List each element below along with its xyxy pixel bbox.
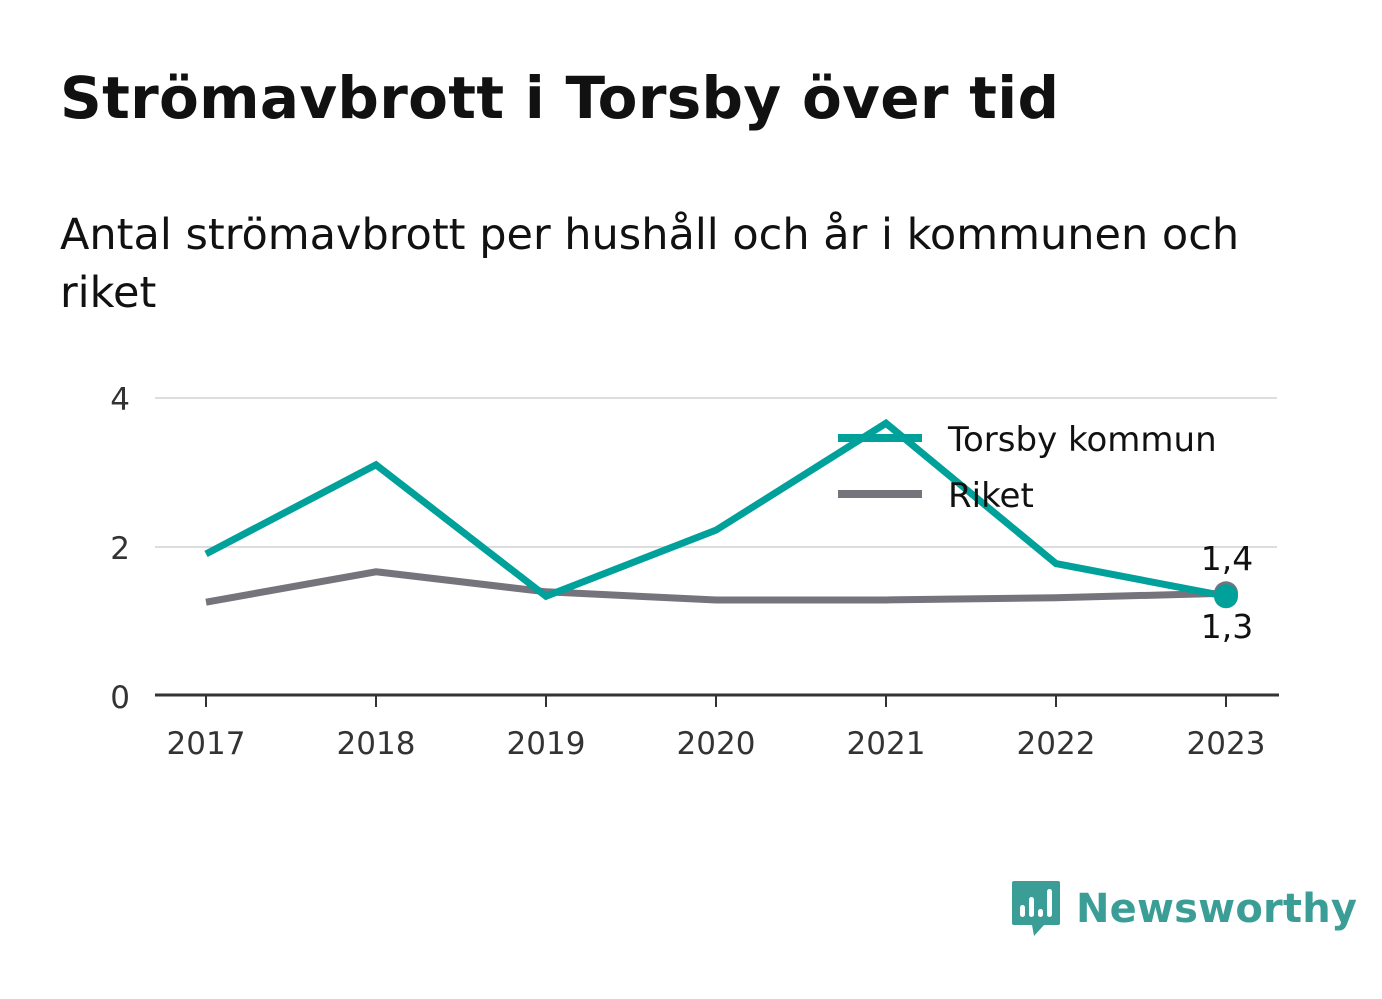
series-layer	[204, 418, 1227, 606]
series-line-riket	[205, 568, 1227, 606]
x-tick-label: 2022	[1017, 726, 1096, 762]
y-tick-label: 4	[110, 382, 130, 418]
legend: Torsby kommun Riket	[838, 420, 1217, 516]
y-tick-label: 0	[110, 680, 130, 716]
x-tick-label: 2019	[507, 726, 586, 762]
series-line-torsby-kommun	[204, 418, 1227, 601]
chart-title: Strömavbrott i Torsby över tid	[60, 64, 1060, 132]
chart-subtitle: Antal strömavbrott per hushåll och år i …	[60, 210, 1240, 318]
x-tick-label: 2023	[1187, 726, 1266, 762]
x-tick-label: 2017	[167, 726, 246, 762]
legend-label-torsby: Torsby kommun	[947, 420, 1217, 460]
x-axis: 2017 2018 2019 2020 2021 2022 2023	[155, 693, 1279, 762]
end-point-torsby-kommun	[1214, 584, 1238, 609]
end-markers	[1214, 581, 1238, 609]
end-label-riket: 1,4	[1201, 539, 1253, 578]
x-tick-label: 2018	[337, 726, 416, 762]
y-tick-label: 2	[110, 531, 130, 567]
x-tick-label: 2020	[677, 726, 756, 762]
end-label-torsby: 1,3	[1201, 607, 1253, 646]
brand-name: Newsworthy	[1076, 886, 1358, 932]
x-ticks: 2017 2018 2019 2020 2021 2022 2023	[167, 695, 1266, 762]
y-axis: 0 2 4	[110, 382, 130, 716]
x-tick-label: 2021	[847, 726, 926, 762]
legend-label-riket: Riket	[948, 476, 1034, 516]
bar-chart-speech-bubble-icon	[1012, 881, 1060, 936]
newsworthy-logo: Newsworthy	[1010, 878, 1357, 940]
grid-lines	[155, 397, 1277, 548]
